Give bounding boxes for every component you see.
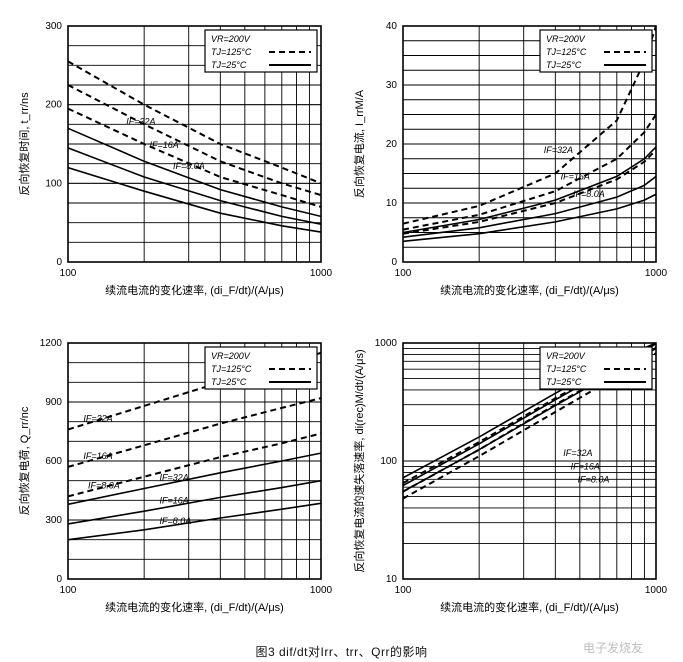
- figure-caption: 图3 dif/dt对Irr、trr、Qrr的影响: [0, 643, 683, 660]
- svg-text:100: 100: [380, 456, 397, 467]
- legend: VR=200V TJ=125°C TJ=25°C: [540, 30, 652, 72]
- if-label-inline-4: IF=16A: [160, 495, 189, 505]
- svg-text:10: 10: [386, 198, 398, 209]
- svg-text:1000: 1000: [310, 268, 333, 279]
- legend: VR=200V TJ=125°C TJ=25°C: [540, 347, 652, 389]
- legend: VR=200V TJ=125°C TJ=25°C: [205, 30, 317, 72]
- svg-text:1000: 1000: [375, 338, 398, 349]
- svg-text:600: 600: [45, 456, 62, 467]
- x-axis-label: 续流电流的变化速率, (di_F/dt)/(A/μs): [105, 283, 284, 297]
- svg-text:100: 100: [60, 585, 77, 596]
- svg-text:30: 30: [386, 80, 398, 91]
- if-label-8: IF=8.0A: [173, 161, 205, 171]
- svg-text:TJ=125°C: TJ=125°C: [211, 364, 252, 374]
- if-label-inline-2: IF=8.0A: [88, 480, 120, 490]
- if-label-inline-0: IF=32A: [83, 413, 112, 423]
- svg-text:1200: 1200: [40, 338, 63, 349]
- if-label-32: IF=32A: [544, 145, 573, 155]
- panel-irrm: 0 10 20 30 40 100 1000 续流电流的变化速率, (di_F/dt)/(A/…: [345, 8, 670, 317]
- svg-text:40: 40: [386, 21, 398, 32]
- svg-text:TJ=125°C: TJ=125°C: [546, 47, 587, 57]
- if-label-16: IF=16A: [150, 140, 179, 150]
- svg-text:100: 100: [60, 268, 77, 279]
- if-label-inline-5: IF=8.0A: [160, 515, 192, 525]
- if-label-16: IF=16A: [571, 461, 600, 471]
- chart-grid: 01002003001001000续流电流的变化速率, (di_F/dt)/(A…: [10, 8, 670, 633]
- svg-text:0: 0: [56, 574, 62, 585]
- svg-text:0: 0: [56, 257, 62, 268]
- if-label-8: IF=8.0A: [573, 189, 605, 199]
- if-label-32: IF=32A: [126, 116, 155, 126]
- svg-text:VR=200V: VR=200V: [546, 351, 586, 361]
- x-axis-label: 续流电流的变化速率, (di_F/dt)/(A/μs): [440, 600, 619, 614]
- svg-text:TJ=25°C: TJ=25°C: [211, 60, 247, 70]
- if-label-8: IF=8.0A: [578, 474, 610, 484]
- y-axis-label: 反向恢复电流的速失落速率, di(rec)M/dt/(A/μs): [352, 349, 366, 572]
- svg-text:TJ=25°C: TJ=25°C: [546, 60, 582, 70]
- if-label-inline-3: IF=32A: [160, 472, 189, 482]
- if-label-32: IF=32A: [563, 448, 592, 458]
- svg-text:1000: 1000: [645, 268, 668, 279]
- svg-text:300: 300: [45, 515, 62, 526]
- panel-qrr: 0 300 600 900 1200 100 1000 续流电流的变化速率, (di_F/dt…: [10, 325, 335, 634]
- legend: VR=200V TJ=125°C TJ=25°C: [205, 347, 317, 389]
- svg-text:VR=200V: VR=200V: [211, 34, 251, 44]
- svg-text:100: 100: [45, 178, 62, 189]
- svg-text:VR=200V: VR=200V: [546, 34, 586, 44]
- y-axis-label: 反向恢复电流, I_rrM/A: [352, 89, 366, 198]
- svg-text:TJ=125°C: TJ=125°C: [211, 47, 252, 57]
- x-axis-label: 续流电流的变化速率, (di_F/dt)/(A/μs): [105, 600, 284, 614]
- svg-text:TJ=25°C: TJ=25°C: [211, 377, 247, 387]
- svg-text:VR=200V: VR=200V: [211, 351, 251, 361]
- svg-text:100: 100: [395, 585, 412, 596]
- svg-text:100: 100: [395, 268, 412, 279]
- y-axis-label: 反向恢复电荷, Q_rr/nc: [17, 406, 31, 515]
- x-axis-label: 续流电流的变化速率, (di_F/dt)/(A/μs): [440, 283, 619, 297]
- svg-text:900: 900: [45, 397, 62, 408]
- y-axis-label: 反向恢复时间, t_rr/ns: [17, 92, 31, 196]
- svg-text:10: 10: [386, 574, 398, 585]
- if-label-16: IF=16A: [561, 171, 590, 181]
- svg-text:300: 300: [45, 21, 62, 32]
- panel-trr: 01002003001001000续流电流的变化速率, (di_F/dt)/(A…: [10, 8, 335, 317]
- svg-text:TJ=25°C: TJ=25°C: [546, 377, 582, 387]
- svg-text:20: 20: [386, 139, 398, 150]
- svg-text:TJ=125°C: TJ=125°C: [546, 364, 587, 374]
- svg-text:0: 0: [391, 257, 397, 268]
- panel-direc: 1010010001001000续流电流的变化速率, (di_F/dt)/(A/…: [345, 325, 670, 634]
- svg-text:1000: 1000: [310, 585, 333, 596]
- if-label-inline-1: IF=16A: [83, 451, 112, 461]
- svg-text:1000: 1000: [645, 585, 668, 596]
- svg-text:200: 200: [45, 100, 62, 111]
